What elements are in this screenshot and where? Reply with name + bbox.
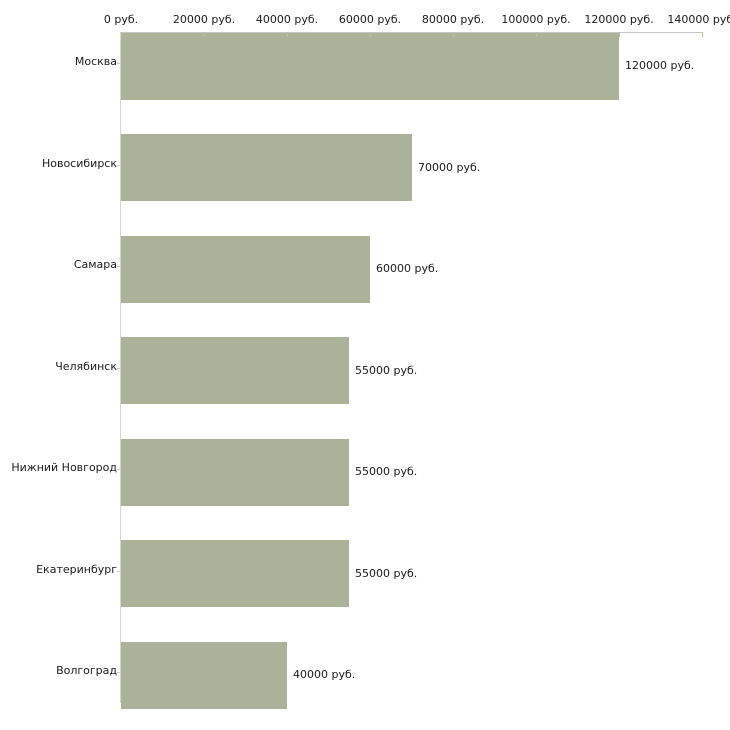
bar xyxy=(121,33,619,100)
category-tick-mark xyxy=(117,165,121,166)
category-label: Нижний Новгород xyxy=(11,461,117,474)
x-axis-tick-mark xyxy=(121,32,122,37)
bar xyxy=(121,236,370,303)
category-label: Екатеринбург xyxy=(36,563,117,576)
x-axis-tick-mark xyxy=(370,32,371,37)
bar xyxy=(121,642,287,709)
category-label: Москва xyxy=(74,55,117,68)
category-label: Волгоград xyxy=(56,664,117,677)
bar-value-label: 55000 руб. xyxy=(355,364,418,377)
category-tick-mark xyxy=(117,571,121,572)
x-axis-tick-label: 20000 руб. xyxy=(172,13,236,26)
category-label: Челябинск xyxy=(55,360,117,373)
x-axis-tick-mark xyxy=(453,32,454,37)
x-axis-tick-mark xyxy=(619,32,620,37)
x-axis-tick-label: 100000 руб. xyxy=(501,13,571,26)
bar-value-label: 60000 руб. xyxy=(376,262,439,275)
bar-value-label: 40000 руб. xyxy=(293,668,356,681)
x-axis-tick-mark xyxy=(702,32,703,37)
category-label: Самара xyxy=(73,258,117,271)
category-label: Новосибирск xyxy=(41,157,117,170)
x-axis-tick-mark xyxy=(287,32,288,37)
x-axis-tick-label: 120000 руб. xyxy=(584,13,654,26)
category-tick-mark xyxy=(117,672,121,673)
y-axis-line xyxy=(120,32,121,703)
x-axis-tick-label: 80000 руб. xyxy=(421,13,485,26)
bar xyxy=(121,134,412,201)
category-tick-mark xyxy=(117,469,121,470)
category-tick-mark xyxy=(117,63,121,64)
x-axis-tick-label: 40000 руб. xyxy=(255,13,319,26)
bar-value-label: 120000 руб. xyxy=(625,59,695,72)
x-axis-tick-mark xyxy=(204,32,205,37)
bar xyxy=(121,540,349,607)
category-tick-mark xyxy=(117,368,121,369)
x-axis-tick-mark xyxy=(536,32,537,37)
x-axis-line xyxy=(121,32,703,33)
bar-value-label: 55000 руб. xyxy=(355,465,418,478)
bar xyxy=(121,439,349,506)
category-tick-mark xyxy=(117,266,121,267)
bar xyxy=(121,337,349,404)
x-axis-tick-label: 60000 руб. xyxy=(338,13,402,26)
x-axis-tick-label: 0 руб. xyxy=(103,13,139,26)
bar-value-label: 55000 руб. xyxy=(355,567,418,580)
bar-value-label: 70000 руб. xyxy=(418,161,481,174)
x-axis-tick-label: 140000 руб. xyxy=(667,13,730,26)
